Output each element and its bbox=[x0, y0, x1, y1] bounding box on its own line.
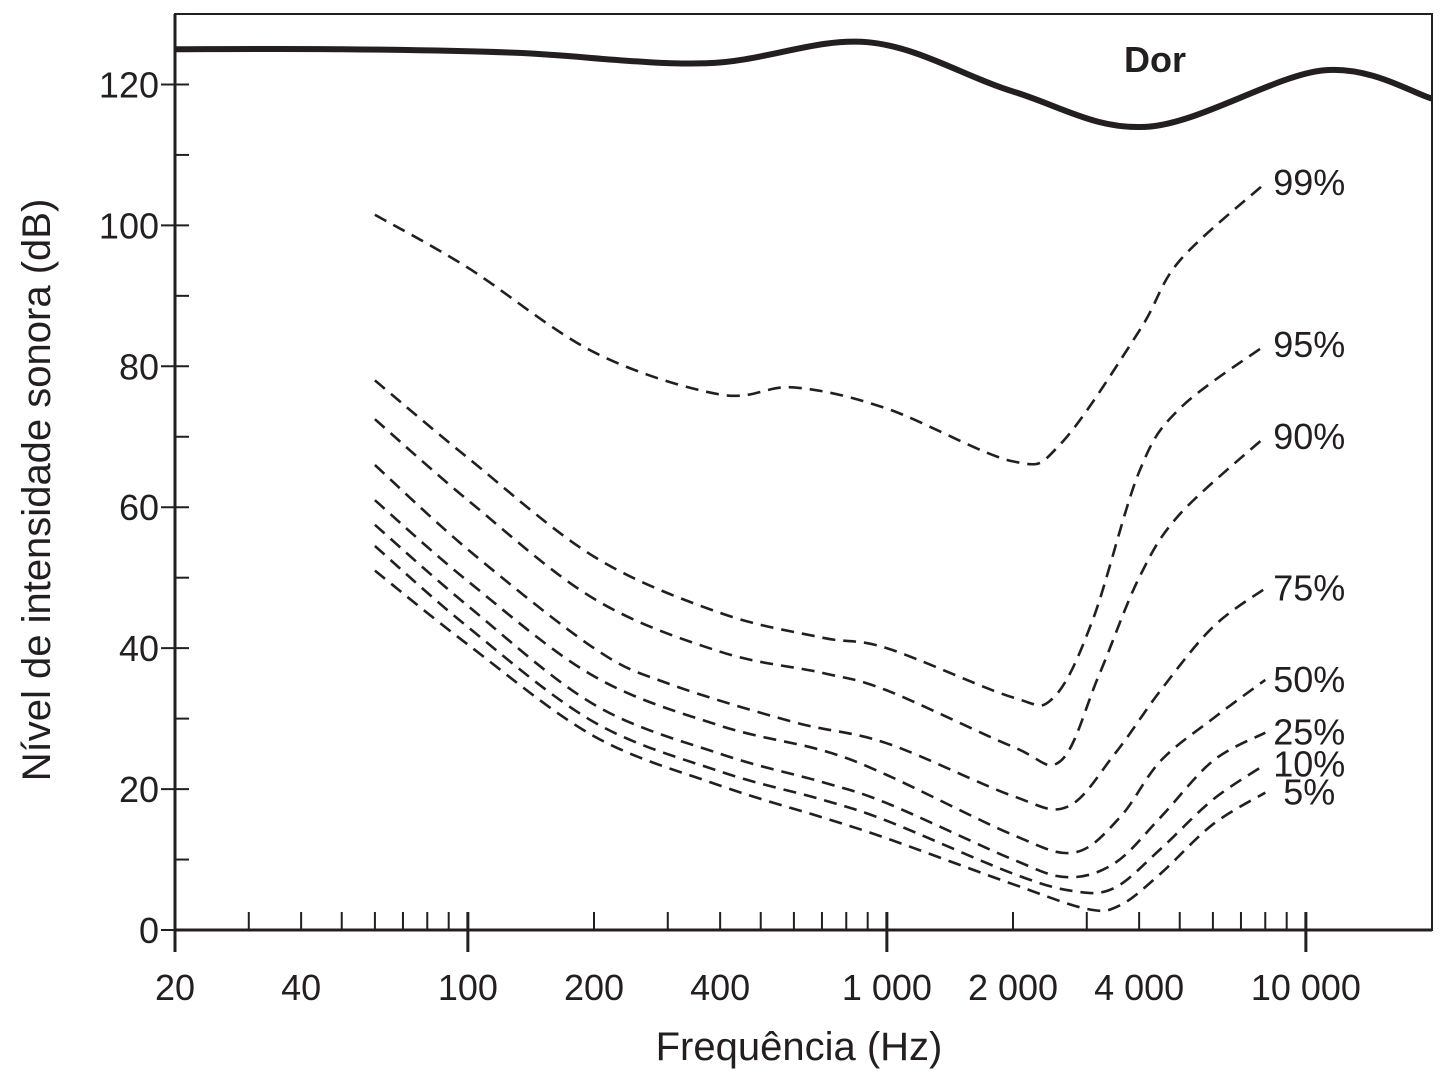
series-line-10pct bbox=[374, 545, 1267, 895]
series-line-dor bbox=[174, 38, 1433, 131]
series-line-75pct bbox=[374, 464, 1267, 811]
x-tick-label: 1 000 bbox=[842, 967, 932, 1008]
series-line-99pct bbox=[374, 182, 1267, 466]
series-line-95pct bbox=[374, 344, 1267, 707]
series-label-99pct: 99% bbox=[1273, 162, 1345, 203]
series-label-25pct: 25% bbox=[1273, 712, 1345, 753]
x-tick-label: 20 bbox=[155, 967, 195, 1008]
y-axis-title: Nível de intensidade sonora (dB) bbox=[15, 199, 59, 782]
x-tick-label: 2 000 bbox=[968, 967, 1058, 1008]
series-label-dor: Dor bbox=[1124, 39, 1186, 80]
series-label-10pct: 10% bbox=[1273, 743, 1345, 784]
y-tick-label: 20 bbox=[119, 769, 159, 810]
series-label-75pct: 75% bbox=[1273, 567, 1345, 608]
series-label-90pct: 90% bbox=[1273, 416, 1345, 457]
x-tick-label: 100 bbox=[438, 967, 498, 1008]
x-tick-label: 40 bbox=[281, 967, 321, 1008]
y-tick-label: 60 bbox=[119, 487, 159, 528]
y-tick-label: 0 bbox=[139, 910, 159, 951]
y-tick-label: 120 bbox=[99, 64, 159, 105]
series-line-25pct bbox=[374, 523, 1266, 879]
series-line-50pct bbox=[374, 499, 1267, 855]
y-tick-label: 80 bbox=[119, 346, 159, 387]
plot-frame bbox=[174, 13, 1433, 931]
x-axis-title: Frequência (Hz) bbox=[656, 1025, 943, 1069]
x-tick-label: 4 000 bbox=[1094, 967, 1184, 1008]
y-tick-label: 40 bbox=[119, 628, 159, 669]
series-line-90pct bbox=[374, 418, 1267, 767]
series-line-5pct bbox=[374, 569, 1266, 913]
series-label-50pct: 50% bbox=[1273, 659, 1345, 700]
series-label-95pct: 95% bbox=[1273, 324, 1345, 365]
x-tick-label: 400 bbox=[690, 967, 750, 1008]
x-tick-label: 200 bbox=[564, 967, 624, 1008]
series-label-5pct: 5% bbox=[1283, 772, 1335, 813]
y-tick-label: 100 bbox=[99, 205, 159, 246]
x-tick-label: 10 000 bbox=[1251, 967, 1361, 1008]
